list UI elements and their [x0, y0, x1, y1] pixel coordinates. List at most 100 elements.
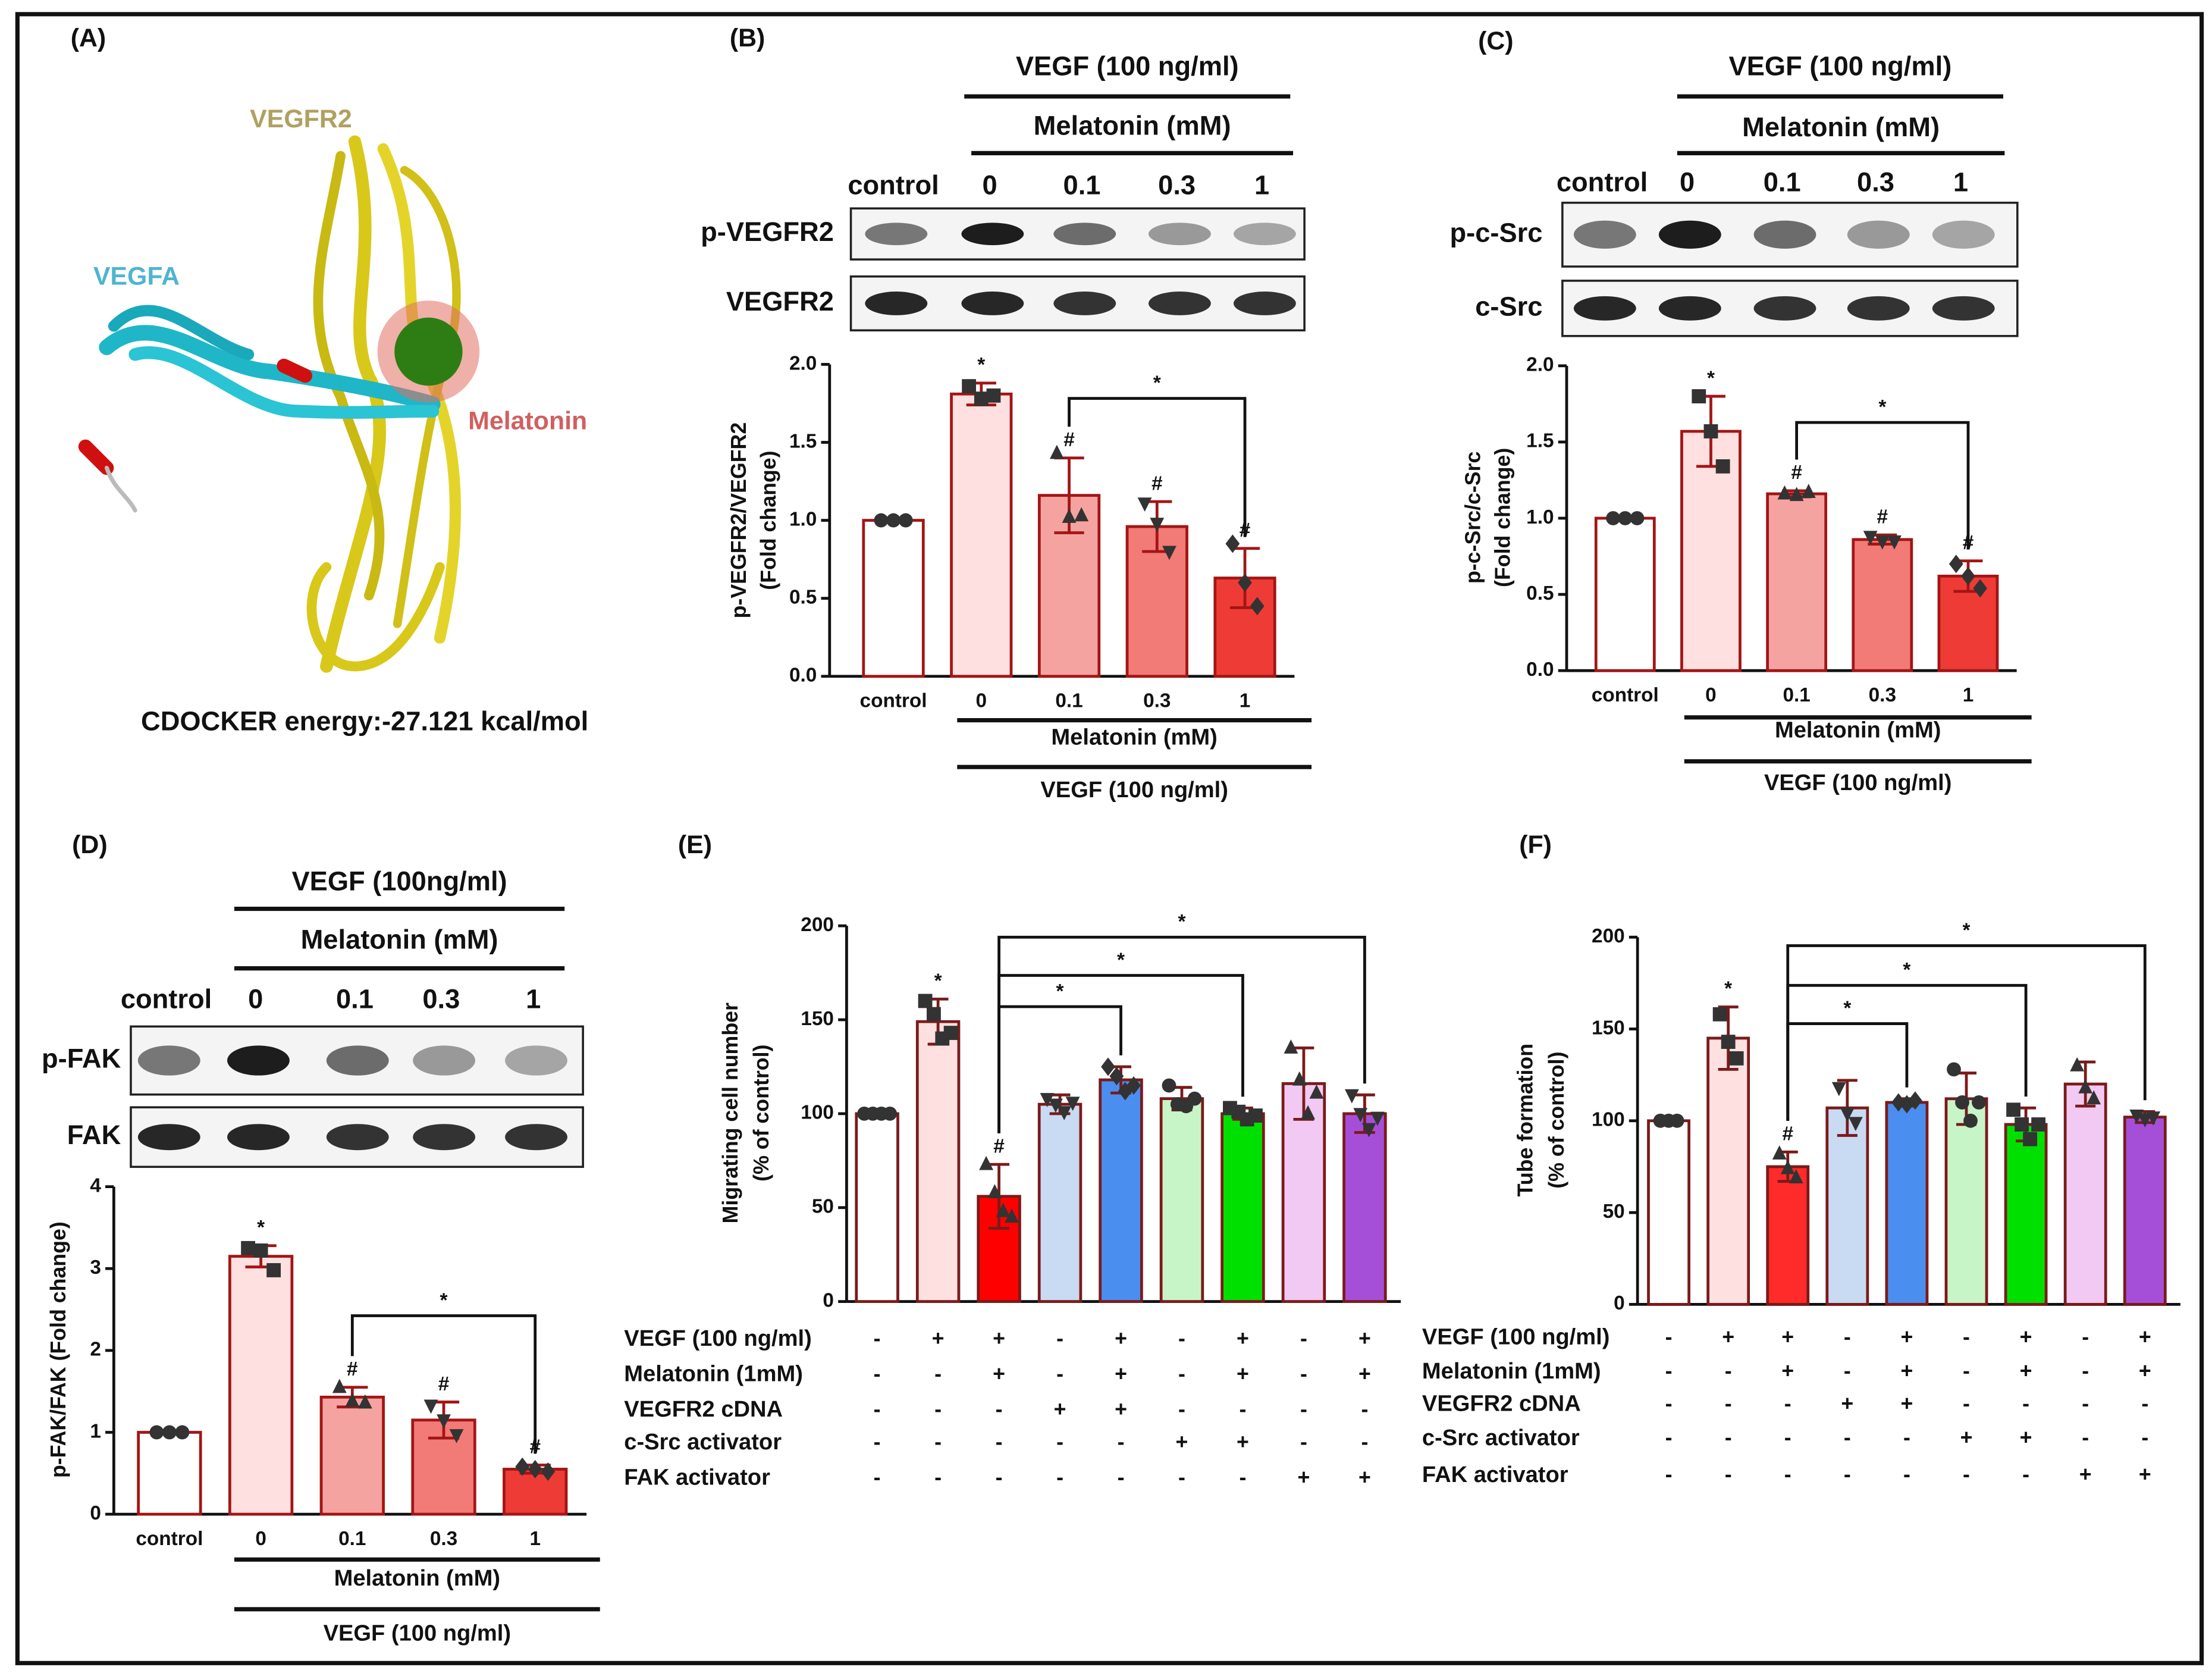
condition-symbol: -	[2082, 1392, 2089, 1415]
significance-mark: #	[438, 1373, 450, 1395]
data-point	[1715, 459, 1730, 474]
data-point	[1048, 1098, 1063, 1113]
y-tick-label: 100	[1592, 1109, 1625, 1131]
condition-symbol: -	[2022, 1392, 2029, 1415]
data-point	[1780, 1160, 1795, 1174]
condition-symbol: -	[934, 1465, 942, 1489]
data-point	[874, 513, 889, 528]
bracket-label: *	[1153, 372, 1161, 394]
data-point	[1353, 1108, 1368, 1123]
bar	[2004, 1123, 2048, 1306]
data-point	[883, 1106, 898, 1121]
x-tick-label: 1	[1240, 690, 1251, 712]
condition-symbol: +	[1115, 1398, 1127, 1421]
blot-band	[1233, 223, 1296, 246]
bar	[1825, 1106, 1869, 1306]
blot-band	[1573, 296, 1636, 321]
condition-symbol: -	[1056, 1326, 1063, 1350]
data-point	[918, 994, 933, 1008]
data-point	[357, 1394, 372, 1409]
condition-symbol: -	[1300, 1430, 1307, 1453]
blot-band	[505, 1124, 567, 1151]
condition-symbol: -	[1844, 1359, 1851, 1383]
bar	[862, 519, 925, 678]
condition-symbol: -	[1118, 1465, 1125, 1489]
data-point	[1074, 507, 1089, 522]
significance-mark: #	[347, 1358, 358, 1380]
data-point	[1831, 1082, 1846, 1096]
bar	[1099, 1078, 1143, 1304]
condition-symbol: -	[1784, 1426, 1791, 1449]
significance-mark: #	[1791, 462, 1802, 484]
condition-symbol: -	[1963, 1359, 1970, 1383]
bracket-label: *	[1903, 959, 1910, 981]
data-point	[2129, 1110, 2144, 1124]
condition-symbol: -	[1056, 1430, 1063, 1453]
condition-symbol: +	[1900, 1325, 1913, 1349]
data-point	[1670, 1113, 1684, 1128]
lane-label: 1	[1953, 167, 1968, 198]
data-point	[541, 1462, 556, 1481]
blot-header: Melatonin (mM)	[1034, 110, 1231, 140]
bar	[1766, 1165, 1810, 1306]
condition-symbol: -	[1178, 1326, 1185, 1350]
x-tick-label: 1	[529, 1528, 541, 1550]
y-tick-label: 150	[1592, 1017, 1625, 1039]
bar	[1766, 492, 1828, 672]
lane-label: 0.3	[1158, 170, 1196, 200]
y-tick-label: 100	[801, 1102, 834, 1124]
lane-label: 1	[1254, 170, 1269, 200]
y-axis-label: p-c-Src/c-Src	[1461, 452, 1485, 584]
y-tick-label: 200	[801, 914, 834, 936]
condition-symbol: -	[1784, 1462, 1791, 1486]
condition-symbol: +	[1900, 1359, 1913, 1383]
x-tick-label: 0.1	[1055, 690, 1083, 712]
lane-label: 0.1	[336, 983, 374, 1014]
condition-symbol: -	[2082, 1359, 2089, 1383]
data-point	[1692, 389, 1706, 403]
condition-symbol: +	[1722, 1325, 1734, 1349]
bracket-label: *	[1843, 998, 1851, 1020]
x-tick-label: 0.1	[1783, 684, 1810, 706]
condition-symbol: +	[1358, 1362, 1371, 1386]
panel-label: (D)	[72, 831, 108, 859]
y-axis-label: (Fold change)	[1491, 448, 1515, 587]
y-tick-label: 0.5	[789, 586, 817, 608]
group-label: VEGF (100 ng/ml)	[1040, 777, 1228, 803]
condition-symbol: -	[1118, 1430, 1125, 1453]
bar	[1342, 1112, 1387, 1304]
data-point	[1961, 566, 1975, 585]
y-tick-label: 1	[90, 1420, 101, 1442]
condition-symbol: +	[2079, 1462, 2092, 1486]
condition-symbol: -	[1178, 1362, 1185, 1386]
bar	[915, 1020, 961, 1304]
condition-symbol: -	[2022, 1462, 2029, 1486]
data-point	[1301, 1105, 1316, 1120]
bar	[1944, 1097, 1988, 1306]
lane-label: 0.1	[1764, 167, 1801, 198]
data-point	[986, 388, 1001, 403]
data-point	[449, 1429, 464, 1443]
significance-mark: #	[1877, 506, 1888, 528]
condition-label: VEGF (100 ng/ml)	[1422, 1324, 1610, 1350]
data-point	[332, 1378, 347, 1393]
blot-band	[1847, 220, 1910, 249]
blot-row-label: VEGFR2	[726, 286, 834, 317]
ligand	[394, 317, 463, 386]
blot-row-label: p-VEGFR2	[701, 217, 834, 247]
condition-symbol: +	[1358, 1465, 1371, 1489]
data-point	[253, 1243, 268, 1258]
condition-symbol: +	[993, 1362, 1005, 1386]
bar	[1647, 1119, 1690, 1306]
condition-symbol: -	[1963, 1462, 1970, 1486]
y-tick-label: 0.5	[1526, 582, 1554, 604]
condition-symbol: -	[1178, 1465, 1185, 1489]
y-tick-label: 1.5	[1526, 430, 1554, 452]
caption: CDOCKER energy:-27.121 kcal/mol	[141, 706, 588, 736]
data-point	[1729, 1051, 1744, 1066]
blot-band	[1658, 220, 1721, 249]
condition-symbol: +	[2020, 1426, 2032, 1449]
significance-mark: #	[993, 1135, 1005, 1157]
data-point	[2006, 1102, 2020, 1117]
blot-band	[1847, 296, 1910, 321]
